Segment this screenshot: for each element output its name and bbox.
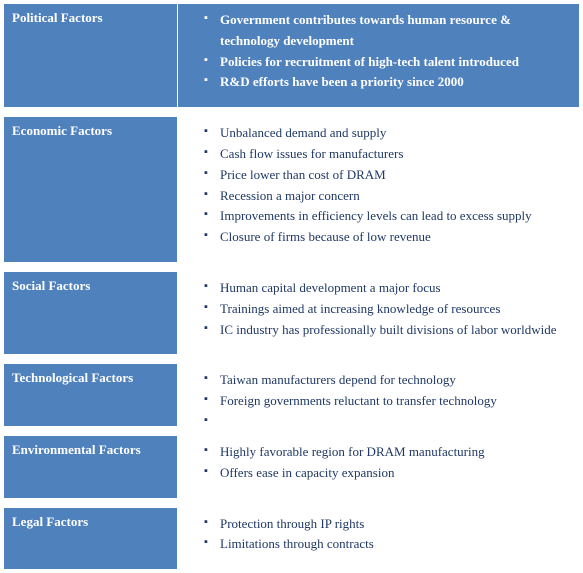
factor-item: Human capital development a major focus (204, 278, 571, 299)
factor-item: Policies for recruitment of high-tech ta… (204, 52, 571, 73)
factor-label: Technological Factors (4, 364, 178, 426)
factor-content: Highly favorable region for DRAM manufac… (178, 436, 579, 498)
factor-item: Taiwan manufacturers depend for technolo… (204, 370, 571, 391)
factor-list: Human capital development a major focus … (186, 278, 571, 340)
factor-row: Economic FactorsUnbalanced demand and su… (4, 117, 579, 262)
factor-label: Legal Factors (4, 508, 178, 570)
factor-content: Human capital development a major focus … (178, 272, 579, 354)
factor-label: Economic Factors (4, 117, 178, 262)
factor-item: Unbalanced demand and supply (204, 123, 571, 144)
factor-item: Protection through IP rights (204, 514, 571, 535)
factor-row: Environmental Factors Highly favorable re… (4, 436, 579, 498)
factor-content: Protection through IP rightsLimitations … (178, 508, 579, 570)
factor-item: Price lower than cost of DRAM (204, 165, 571, 186)
factor-content: Unbalanced demand and supplyCash flow is… (178, 117, 579, 262)
factor-item: Closure of firms because of low revenue (204, 227, 571, 248)
factor-item: IC industry has professionally built div… (204, 320, 571, 341)
factor-list: Unbalanced demand and supplyCash flow is… (186, 123, 571, 248)
factor-list: Government contributes towards human res… (186, 10, 571, 93)
factor-label: Social Factors (4, 272, 178, 354)
factor-item: Improvements in efficiency levels can le… (204, 206, 571, 227)
factor-content: Government contributes towards human res… (178, 4, 579, 107)
factor-list: Taiwan manufacturers depend for technolo… (186, 370, 571, 412)
factor-item: Recession a major concern (204, 186, 571, 207)
factor-row: Social FactorsHuman capital development … (4, 272, 579, 354)
factor-item: Cash flow issues for manufacturers (204, 144, 571, 165)
factor-item: Foreign governments reluctant to transfe… (204, 391, 571, 412)
factor-item: Trainings aimed at increasing knowledge … (204, 299, 571, 320)
factor-row: Technological Factors Taiwan manufacturer… (4, 364, 579, 426)
factor-row: Legal FactorsProtection through IP right… (4, 508, 579, 570)
factor-content: Taiwan manufacturers depend for technolo… (178, 364, 579, 426)
factor-row: Political Factors Government contributes … (4, 4, 579, 107)
factor-item: Highly favorable region for DRAM manufac… (204, 442, 571, 463)
pestel-table: Political Factors Government contributes … (4, 4, 579, 569)
factor-item: Government contributes towards human res… (204, 10, 571, 52)
factor-item: Offers ease in capacity expansion (204, 463, 571, 484)
factor-list: Highly favorable region for DRAM manufac… (186, 442, 571, 484)
factor-list: Protection through IP rightsLimitations … (186, 514, 571, 556)
factor-item: Limitations through contracts (204, 534, 571, 555)
factor-item: R&D efforts have been a priority since 2… (204, 72, 571, 93)
factor-label: Environmental Factors (4, 436, 178, 498)
factor-label: Political Factors (4, 4, 178, 107)
